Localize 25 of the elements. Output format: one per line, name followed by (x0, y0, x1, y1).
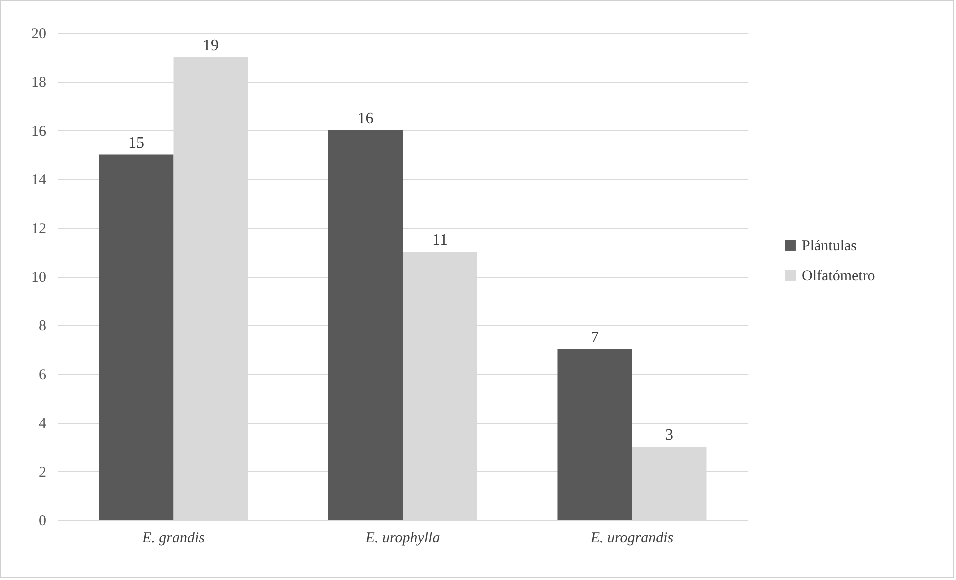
y-tick-label: 4 (39, 416, 47, 432)
y-tick-label: 16 (32, 124, 47, 140)
y-tick-label: 6 (39, 367, 47, 384)
y-tick-label: 0 (39, 514, 46, 530)
y-tick-label: 20 (32, 26, 46, 42)
bar (558, 350, 632, 520)
data-label: 11 (432, 232, 448, 250)
bar (99, 154, 174, 520)
y-tick-label: 10 (32, 270, 46, 286)
data-label: 16 (358, 110, 374, 128)
legend-label: Plántulas (802, 238, 858, 254)
data-label: 19 (203, 37, 220, 54)
legend-label: Olfatómetro (802, 268, 876, 284)
y-tick-label: 14 (32, 172, 47, 189)
data-label: 7 (590, 330, 599, 347)
data-label: 15 (128, 134, 145, 152)
y-tick-label: 18 (32, 75, 46, 92)
y-tick-label: 12 (32, 221, 46, 238)
x-tick-label: E. grandis (142, 530, 206, 546)
data-label: 3 (665, 426, 674, 444)
y-tick-label: 8 (39, 318, 46, 335)
bar (328, 130, 403, 520)
x-tick-label: E. urophylla (364, 530, 440, 546)
y-tick-label: 2 (39, 464, 46, 481)
x-tick-label: E. urograndis (590, 530, 674, 546)
